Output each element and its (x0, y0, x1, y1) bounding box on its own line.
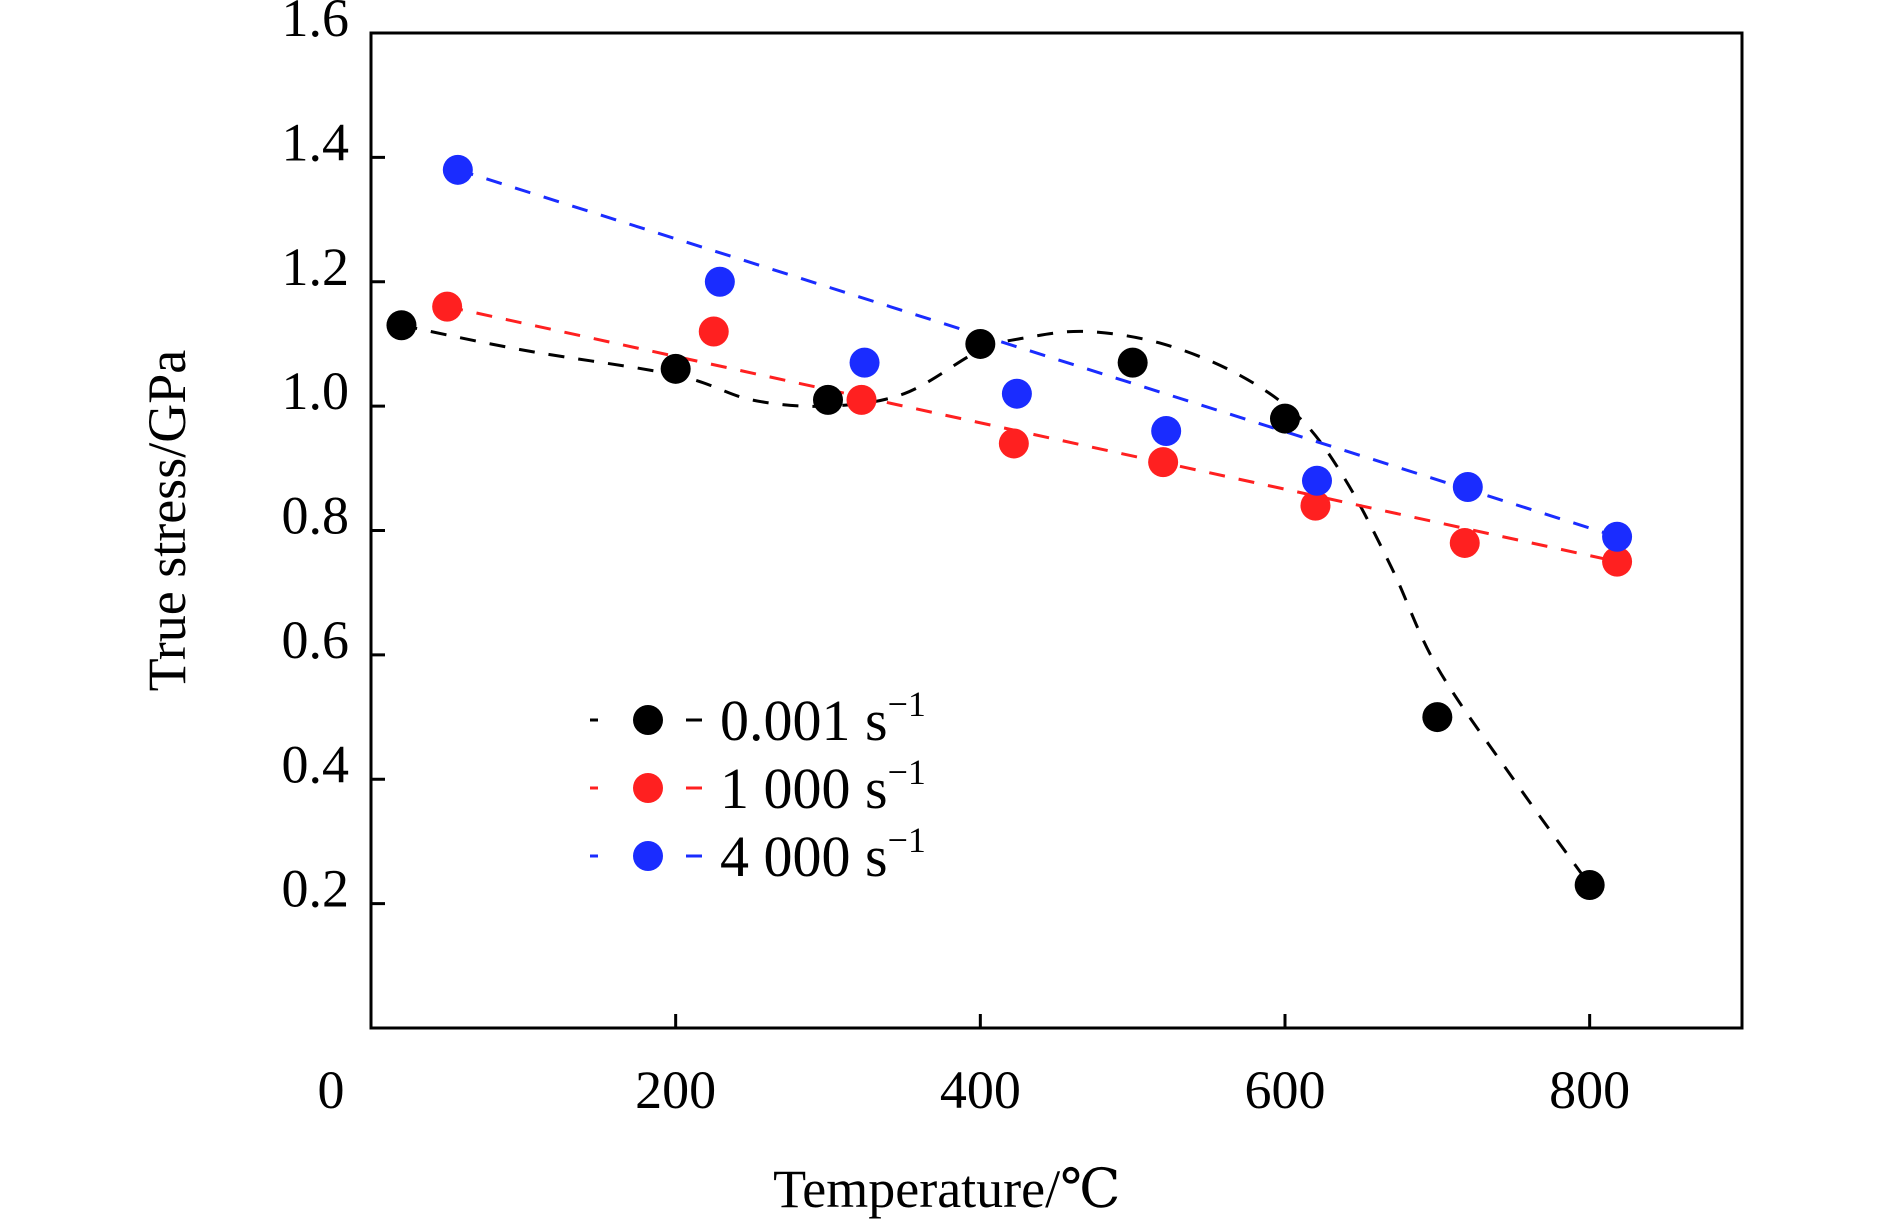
legend-item: 0.001 s−1 (590, 684, 926, 753)
legend-label-main: 1 000 s (720, 756, 888, 821)
legend-label-superscript: −1 (888, 684, 926, 724)
legend-label: 1 000 s−1 (720, 752, 926, 821)
data-point-series-2 (698, 316, 729, 347)
x-tick-label: 0 (318, 1060, 345, 1120)
y-tick-label: 1.2 (282, 237, 350, 297)
data-point-series-3 (1301, 465, 1332, 496)
data-point-series-3 (1452, 471, 1483, 502)
x-tick-label: 200 (635, 1060, 716, 1120)
y-tick-label: 0.2 (282, 859, 350, 919)
legend-label-main: 0.001 s (720, 688, 888, 753)
y-tick-label: 0.4 (282, 734, 350, 794)
data-point-series-3 (1001, 378, 1032, 409)
x-tick-label: 600 (1245, 1060, 1326, 1120)
legend: 0.001 s−11 000 s−14 000 s−1 (590, 684, 926, 889)
data-point-series-2 (1449, 527, 1480, 558)
data-point-series-3 (849, 347, 880, 378)
data-points (386, 154, 1633, 900)
y-tick-label: 1.6 (282, 0, 350, 48)
axis-ticks (371, 31, 1592, 1028)
data-point-series-3 (1151, 416, 1182, 446)
x-tick-label: 800 (1549, 1060, 1630, 1120)
y-tick-labels: 0.2 0.4 0.6 0.8 1.0 1.2 1.4 1.6 (282, 0, 350, 919)
x-tick-labels: 0 200 400 600 800 (318, 1060, 1631, 1120)
x-tick-label: 400 (940, 1060, 1021, 1120)
legend-label: 4 000 s−1 (720, 820, 926, 889)
data-point-series-3 (704, 266, 735, 297)
trend-line-series-1 (401, 323, 1591, 886)
data-point-series-1 (1422, 702, 1453, 733)
data-point-series-1 (386, 310, 417, 341)
x-axis-label: Temperature/℃ (773, 1159, 1120, 1219)
data-point-series-3 (442, 154, 473, 185)
data-point-series-2 (1602, 546, 1633, 577)
data-point-series-1 (965, 328, 996, 359)
legend-item: 4 000 s−1 (590, 820, 926, 889)
y-tick-label: 0.6 (282, 610, 350, 670)
legend-marker (633, 705, 663, 735)
data-point-series-2 (998, 428, 1029, 459)
y-tick-label: 0.8 (282, 486, 350, 546)
legend-label-main: 4 000 s (720, 824, 888, 889)
data-point-series-3 (1602, 521, 1633, 552)
data-point-series-1 (1117, 347, 1148, 378)
trend-lines (401, 168, 1618, 886)
data-point-series-2 (432, 291, 463, 322)
y-tick-label: 1.4 (282, 112, 350, 172)
data-point-series-1 (813, 384, 843, 415)
y-tick-label: 1.0 (282, 361, 350, 421)
data-point-series-1 (1574, 869, 1605, 900)
trend-line-series-3 (457, 168, 1618, 539)
data-point-series-1 (660, 353, 691, 384)
legend-label-superscript: −1 (888, 752, 926, 792)
trend-line-series-2 (446, 305, 1618, 564)
data-point-series-2 (846, 384, 877, 415)
legend-marker (633, 773, 663, 803)
legend-label-superscript: −1 (888, 820, 926, 860)
legend-marker (633, 841, 663, 871)
data-point-series-1 (1270, 403, 1300, 434)
y-axis-label: True stress/GPa (137, 350, 197, 692)
legend-item: 1 000 s−1 (590, 752, 926, 821)
data-point-series-2 (1148, 447, 1179, 478)
data-point-series-2 (1300, 490, 1331, 521)
legend-label: 0.001 s−1 (720, 684, 926, 753)
